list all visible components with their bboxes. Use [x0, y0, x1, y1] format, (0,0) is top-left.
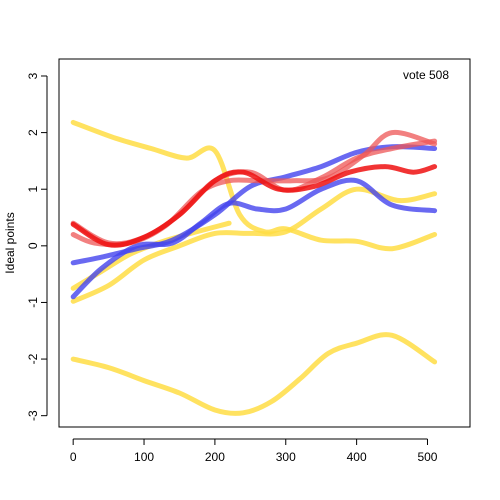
- y-axis: -3 -2 -1 0 1 2 3: [26, 72, 48, 421]
- series-line-yellow-1: [70, 119, 438, 252]
- series-line-yellow-4: [70, 332, 438, 416]
- vote-annotation: vote 508: [403, 68, 449, 82]
- x-tick-label: 300: [276, 450, 296, 464]
- x-axis: 0 100 200 300 400 500: [70, 438, 438, 464]
- y-tick-label: 3: [26, 72, 40, 79]
- y-tick-label: -1: [26, 297, 40, 308]
- y-tick-label: -2: [26, 353, 40, 364]
- plot-frame: [58, 58, 471, 428]
- y-tick-label: 0: [26, 242, 40, 249]
- series-line-blue-6: [70, 177, 438, 300]
- y-tick-label: -3: [26, 410, 40, 421]
- x-tick-label: 100: [134, 450, 154, 464]
- y-tick-label: 1: [26, 186, 40, 193]
- y-tick-label: 2: [26, 129, 40, 136]
- series-layer: [70, 119, 438, 416]
- x-tick-label: 500: [417, 450, 437, 464]
- series-line-red-9: [70, 164, 438, 248]
- x-tick-label: 200: [205, 450, 225, 464]
- x-tick-label: 0: [70, 450, 77, 464]
- y-axis-label: Ideal points: [3, 212, 17, 273]
- x-tick-label: 400: [347, 450, 367, 464]
